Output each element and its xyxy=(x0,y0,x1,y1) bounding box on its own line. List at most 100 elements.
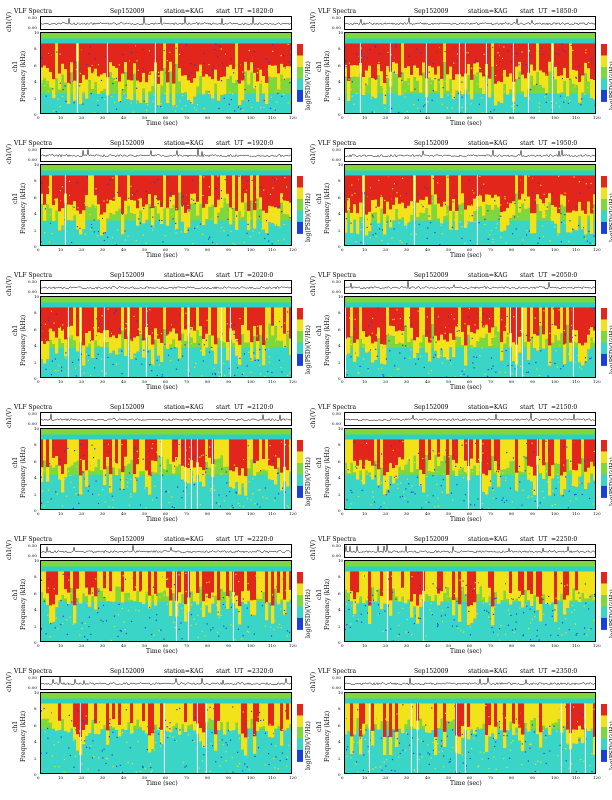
time-tick-label: 110 xyxy=(268,511,276,516)
colorbar-segment xyxy=(601,308,607,320)
time-tick-label: 20 xyxy=(383,115,388,120)
time-tick-label: 0 xyxy=(37,247,40,252)
time-tick-label: 20 xyxy=(79,775,84,780)
freq-tick-label: 2 xyxy=(34,492,37,497)
time-tick-label: 70 xyxy=(488,379,493,384)
waveform-ylabel: ch1(V) xyxy=(6,12,13,32)
panel-station: station=KAG xyxy=(164,140,203,147)
time-tick-label: 100 xyxy=(551,115,559,120)
panel-date: Sep152009 xyxy=(414,272,448,279)
time-tick-label: 20 xyxy=(79,643,84,648)
freq-tick-label: 10 xyxy=(338,162,343,167)
time-axis-label: Time (sec) xyxy=(146,384,178,391)
freq-tick-label: 10 xyxy=(338,558,343,563)
colorbar xyxy=(297,44,303,101)
time-tick-label: 30 xyxy=(404,115,409,120)
colorbar-segment xyxy=(297,486,303,497)
time-tick-label: 30 xyxy=(100,511,105,516)
colorbar-segment xyxy=(601,176,607,188)
freq-tick-label: 4 xyxy=(34,79,37,84)
freq-axis-label: Frequency (kHz) xyxy=(324,183,331,234)
waveform-trace xyxy=(40,545,292,553)
colorbar xyxy=(601,572,607,629)
panel-station: station=KAG xyxy=(468,140,507,147)
channel-label: ch1 xyxy=(12,721,19,732)
freq-tick-label: 10 xyxy=(34,426,39,431)
time-tick-label: 120 xyxy=(593,379,601,384)
panel-start-time: start UT =2020:0 xyxy=(216,272,273,279)
freq-tick-label: 8 xyxy=(34,706,37,711)
time-tick-label: 20 xyxy=(383,247,388,252)
freq-tick-label: 10 xyxy=(34,294,39,299)
time-tick-label: 10 xyxy=(58,247,63,252)
waveform-trace xyxy=(40,414,292,421)
panel-start-time: start UT =2050:0 xyxy=(520,272,577,279)
waveform-ylabel: ch1(V) xyxy=(6,540,13,560)
time-tick-label: 10 xyxy=(58,775,63,780)
freq-tick-label: 8 xyxy=(338,442,341,447)
time-tick-label: 80 xyxy=(509,247,514,252)
colorbar-segment xyxy=(601,188,607,200)
freq-tick-label: 6 xyxy=(34,327,37,332)
time-axis-label: Time (sec) xyxy=(450,648,482,655)
colorbar-segment xyxy=(601,463,607,475)
time-tick-label: 30 xyxy=(404,643,409,648)
colorbar-segment xyxy=(601,452,607,464)
freq-axis-label: Frequency (kHz) xyxy=(324,447,331,498)
freq-tick-label: 2 xyxy=(338,228,341,233)
panel-start-time: start UT =1820:0 xyxy=(216,8,273,15)
time-tick-label: 100 xyxy=(551,511,559,516)
time-tick-label: 100 xyxy=(247,775,255,780)
colorbar-segment xyxy=(297,607,303,619)
colorbar xyxy=(297,176,303,233)
time-tick-label: 80 xyxy=(509,643,514,648)
time-tick-label: 90 xyxy=(226,247,231,252)
colorbar-segment xyxy=(297,727,303,739)
waveform-tick: 0.50 xyxy=(332,279,341,284)
time-tick-label: 120 xyxy=(289,115,297,120)
waveform-plot xyxy=(344,280,596,294)
colorbar-segment xyxy=(601,572,607,584)
time-tick-label: 10 xyxy=(362,247,367,252)
colorbar-segment xyxy=(297,176,303,188)
time-tick-label: 110 xyxy=(268,379,276,384)
freq-tick-label: 4 xyxy=(338,475,341,480)
waveform-tick: 0.50 xyxy=(28,279,37,284)
time-tick-label: 110 xyxy=(572,115,580,120)
panel-start-time: start UT =1920:0 xyxy=(216,140,273,147)
time-tick-label: 20 xyxy=(383,643,388,648)
panel-start-time: start UT =1950:0 xyxy=(520,140,577,147)
time-tick-label: 0 xyxy=(341,511,344,516)
time-tick-label: 120 xyxy=(593,247,601,252)
colorbar-segment xyxy=(297,90,303,101)
time-tick-label: 10 xyxy=(58,379,63,384)
freq-tick-label: 4 xyxy=(338,211,341,216)
panel-date: Sep152009 xyxy=(110,404,144,411)
time-tick-label: 110 xyxy=(268,247,276,252)
waveform-plot xyxy=(40,412,292,426)
time-tick-label: 40 xyxy=(121,115,126,120)
time-tick-label: 90 xyxy=(226,643,231,648)
freq-tick-label: 8 xyxy=(338,310,341,315)
panel-start-time: start UT =2250:0 xyxy=(520,536,577,543)
panel-start-time: start UT =2150:0 xyxy=(520,404,577,411)
waveform-plot xyxy=(40,676,292,690)
freq-tick-label: 10 xyxy=(34,30,39,35)
waveform-ylabel: ch1(V) xyxy=(310,276,317,296)
spectrogram-frame xyxy=(344,560,596,642)
freq-tick-label: 6 xyxy=(34,63,37,68)
colorbar-segment xyxy=(297,475,303,487)
freq-tick-label: 10 xyxy=(338,294,343,299)
spectrogram-frame xyxy=(344,296,596,378)
waveform-tick: 0.50 xyxy=(28,675,37,680)
colorbar-segment xyxy=(601,79,607,91)
freq-tick-label: 6 xyxy=(34,459,37,464)
panel-title: VLF Spectra xyxy=(14,668,52,675)
time-tick-label: 0 xyxy=(341,115,344,120)
panel-station: station=KAG xyxy=(164,404,203,411)
freq-tick-label: 4 xyxy=(34,607,37,612)
colorbar-segment xyxy=(297,44,303,56)
freq-tick-label: 4 xyxy=(34,343,37,348)
spectrogram-frame xyxy=(344,428,596,510)
